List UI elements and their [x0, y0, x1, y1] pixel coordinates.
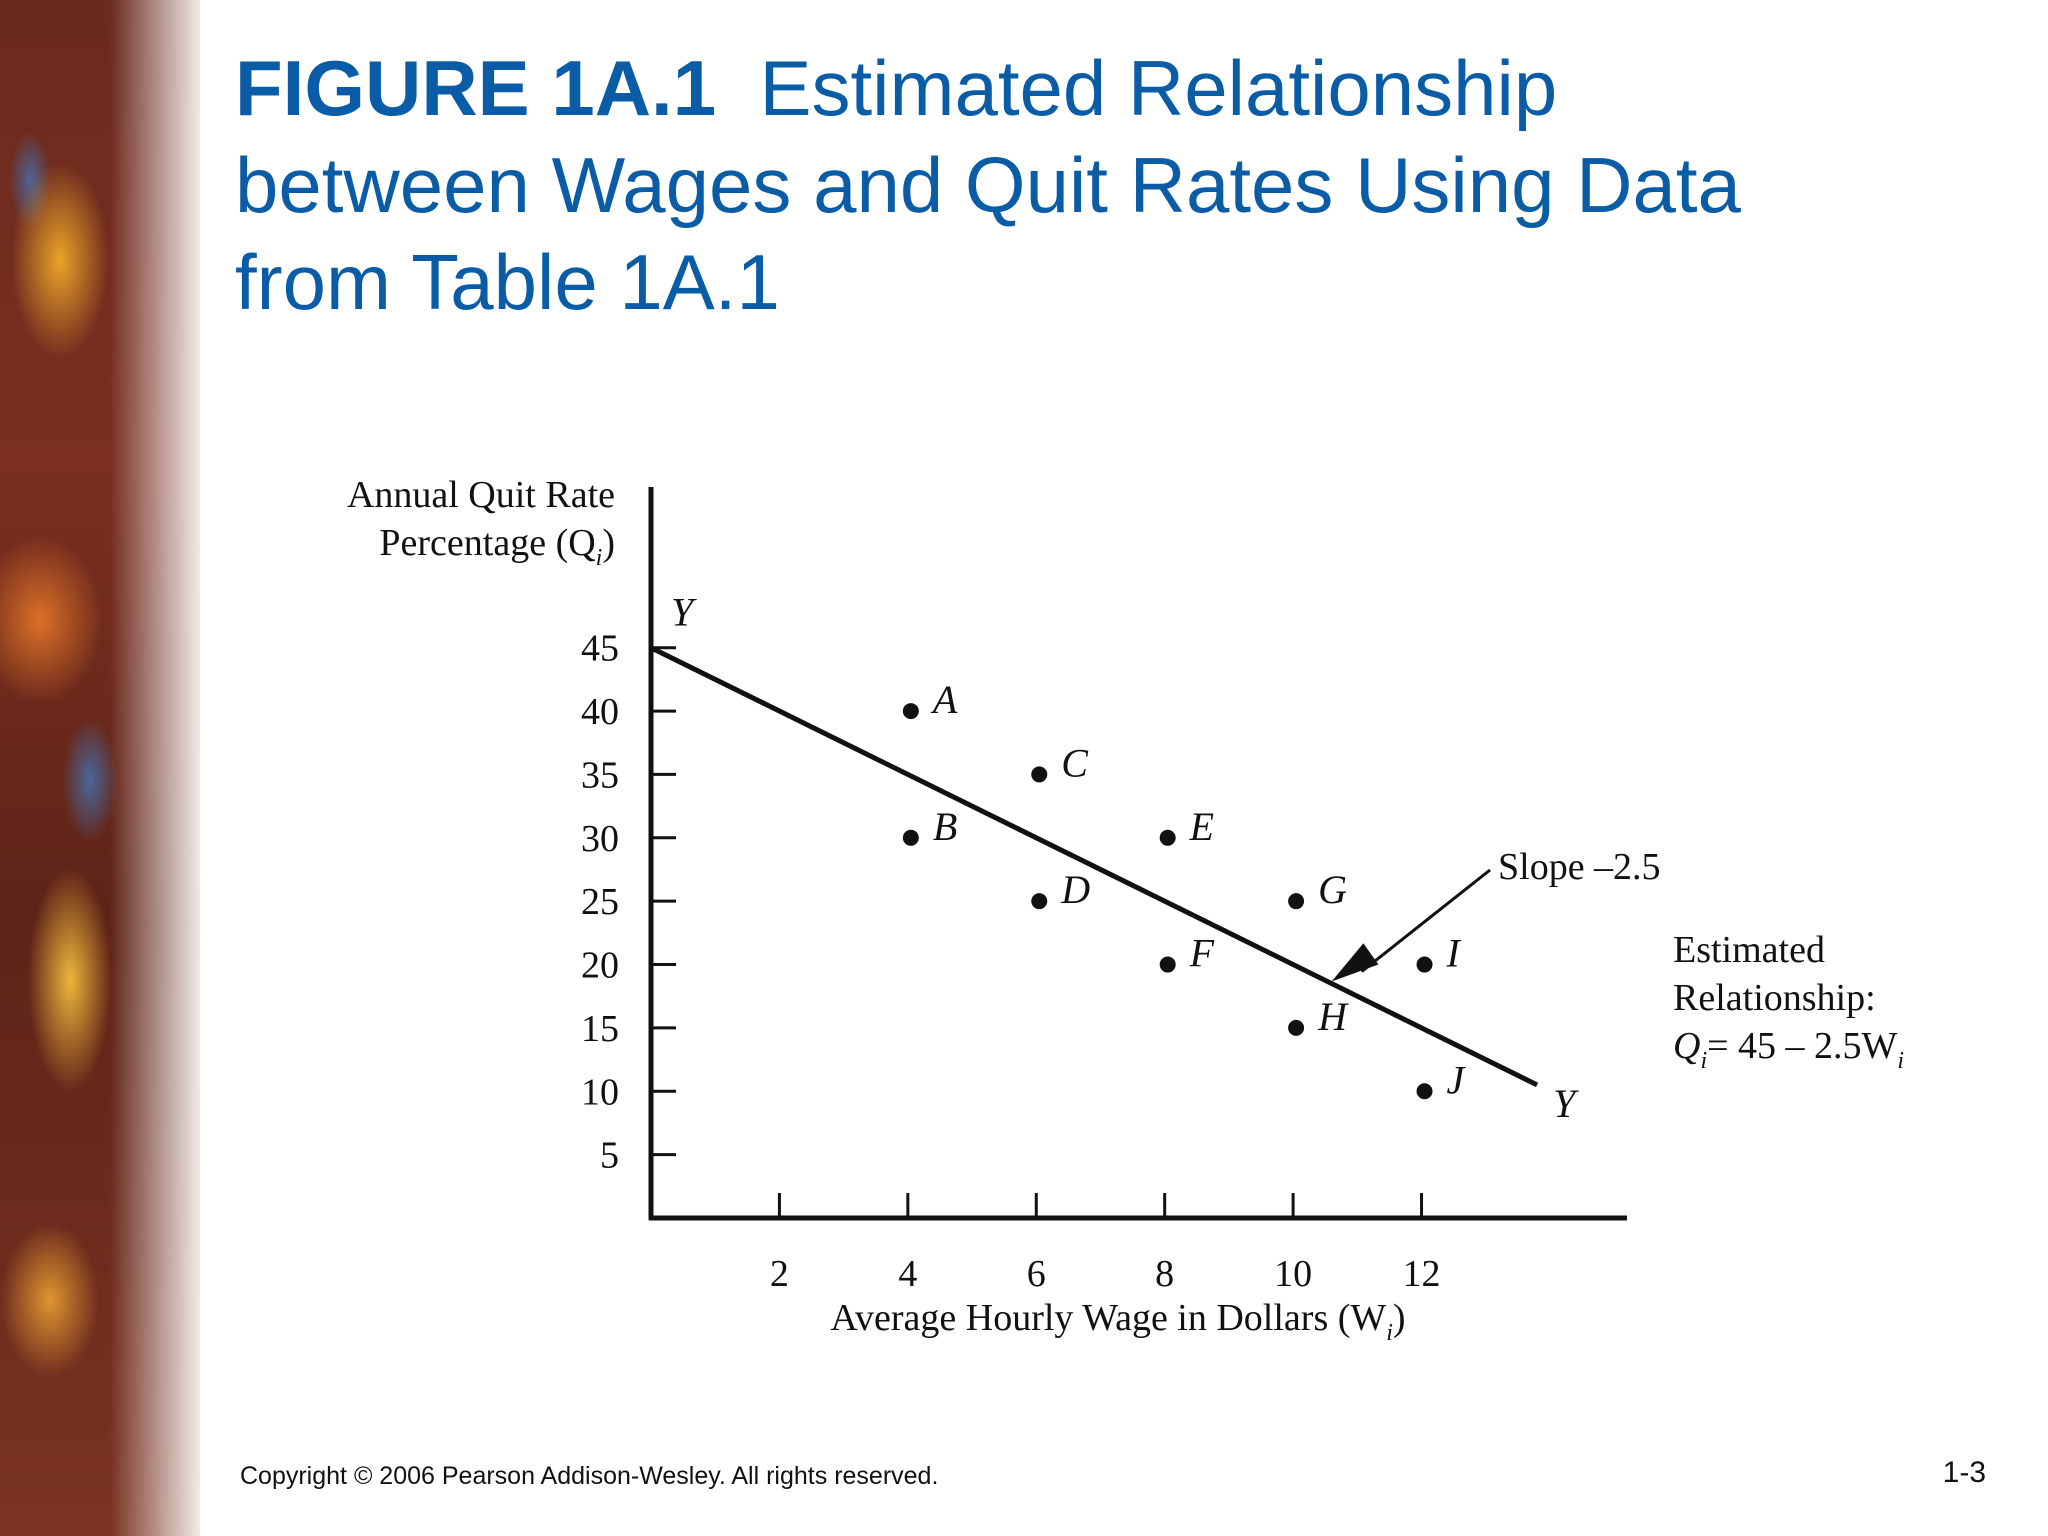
data-point-j: [1416, 1083, 1433, 1100]
data-point-i: [1416, 956, 1433, 973]
chart-axes: [648, 487, 1627, 1221]
y-tick-label: 30: [581, 818, 619, 860]
data-point-c: [1031, 766, 1048, 783]
equation-text: Qi= 45 – 2.5Wi: [1673, 1025, 1904, 1074]
point-label-i: I: [1446, 931, 1462, 976]
point-label-h: H: [1317, 994, 1349, 1039]
regression-line: [649, 645, 1539, 1088]
figure-label: FIGURE 1A.1: [235, 44, 717, 132]
line-label-end: Y: [1553, 1081, 1579, 1126]
point-label-j: J: [1447, 1057, 1467, 1102]
y-tick-label: 10: [581, 1071, 619, 1113]
x-tick-label: 10: [1274, 1253, 1312, 1295]
x-axis-label: Average Hourly Wage in Dollars (Wi): [830, 1297, 1405, 1346]
data-point-b: [902, 829, 919, 846]
regression-line-group: YY: [649, 590, 1579, 1126]
y-axis-label-line1: Annual Quit Rate: [347, 474, 615, 516]
data-point-e: [1159, 829, 1176, 846]
y-tick-label: 45: [581, 628, 619, 670]
point-label-g: G: [1318, 867, 1347, 912]
x-tick-label: 2: [770, 1253, 789, 1295]
slope-arrow-line: [1360, 868, 1491, 973]
data-points: A B C D E F G H I J: [902, 677, 1467, 1102]
page-title: FIGURE 1A.1 Estimated Relationship betwe…: [235, 40, 1855, 331]
point-label-b: B: [933, 804, 957, 849]
point-label-e: E: [1189, 804, 1214, 849]
data-point-f: [1159, 956, 1176, 973]
point-label-a: A: [930, 677, 958, 722]
y-tick-label: 20: [581, 945, 619, 987]
data-point-d: [1031, 893, 1048, 910]
x-tick-label: 6: [1027, 1253, 1046, 1295]
data-point-g: [1288, 893, 1305, 910]
y-tick-label: 15: [581, 1008, 619, 1050]
point-label-d: D: [1060, 867, 1090, 912]
data-point-h: [1288, 1019, 1305, 1036]
data-point-a: [902, 703, 919, 720]
x-tick-label: 12: [1403, 1253, 1441, 1295]
estimated-relationship-line2: Relationship:: [1673, 977, 1876, 1019]
figure-title-text: Estimated Relationship between Wages and…: [235, 44, 1741, 326]
y-tick-label: 5: [600, 1135, 619, 1177]
x-tick-label: 4: [898, 1253, 917, 1295]
y-axis-label-line2: Percentage (Qi): [379, 522, 615, 571]
estimated-relationship-line1: Estimated: [1673, 929, 1825, 971]
x-ticks: 2 4 6 8 10 12: [770, 1193, 1441, 1295]
point-label-f: F: [1189, 931, 1215, 976]
art-strip-fade: [110, 0, 210, 1536]
slope-annotation: Slope –2.5: [1498, 846, 1661, 888]
y-tick-label: 25: [581, 881, 619, 923]
line-label-start: Y: [671, 590, 697, 635]
copyright-footer: Copyright © 2006 Pearson Addison-Wesley.…: [240, 1462, 939, 1490]
page-number: 1-3: [1942, 1456, 1986, 1489]
y-tick-label: 35: [581, 754, 619, 796]
point-label-c: C: [1061, 740, 1089, 785]
y-tick-label: 40: [581, 691, 619, 733]
slope-arrow-head: [1331, 943, 1379, 982]
x-tick-label: 8: [1155, 1253, 1174, 1295]
y-ticks: 5 10 15 20 25 30 35 40 45: [581, 628, 676, 1177]
